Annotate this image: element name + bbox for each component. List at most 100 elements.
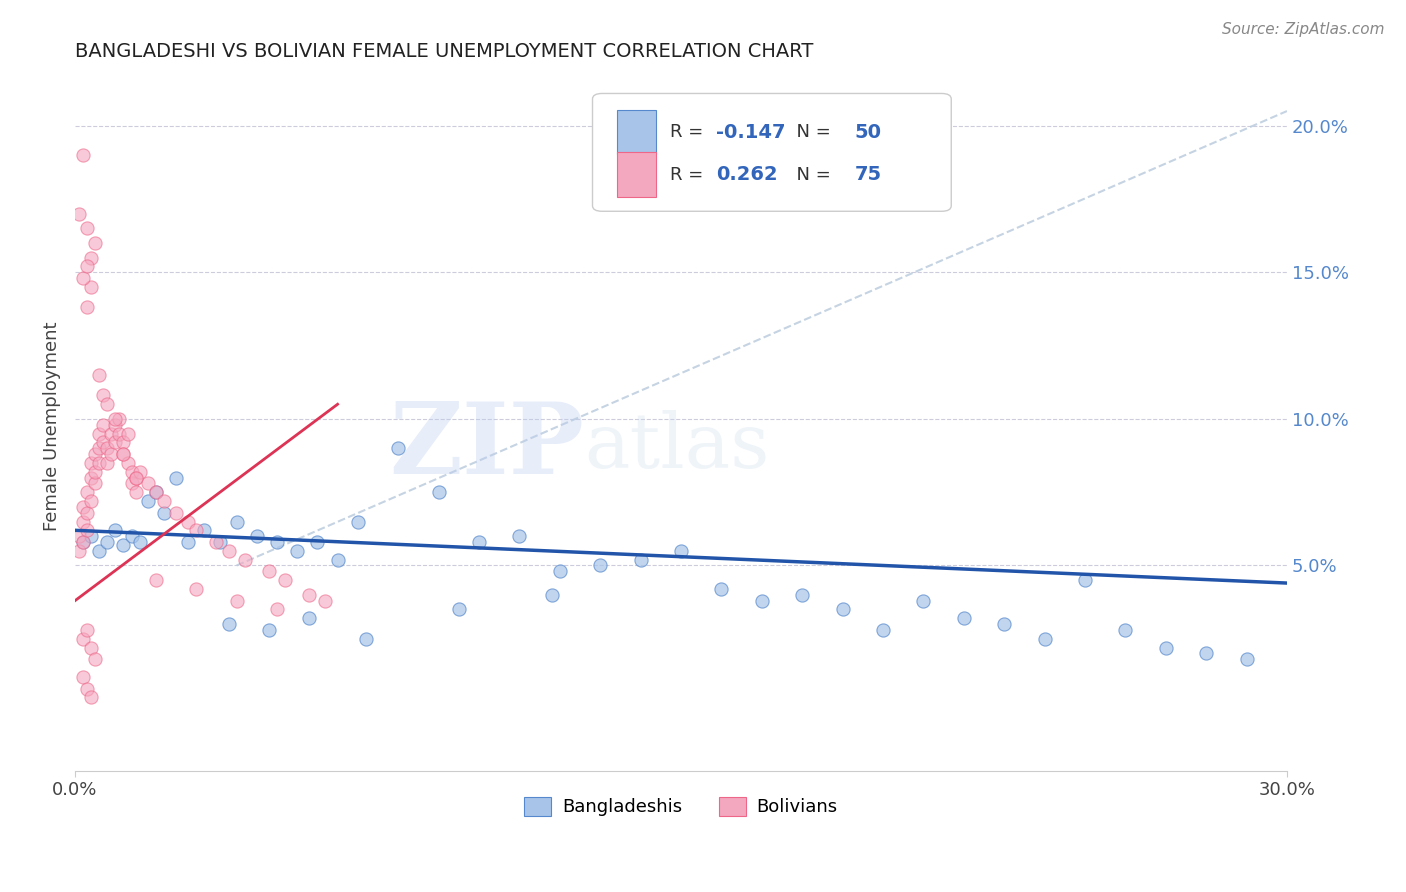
Point	[912, 593, 935, 607]
Point	[872, 623, 894, 637]
Text: R =: R =	[671, 123, 709, 141]
Point	[84, 652, 107, 666]
Point	[91, 388, 114, 402]
Text: Source: ZipAtlas.com: Source: ZipAtlas.com	[1222, 22, 1385, 37]
Point	[225, 515, 247, 529]
Point	[124, 470, 146, 484]
Point	[89, 456, 111, 470]
Point	[72, 148, 94, 162]
Point	[84, 447, 107, 461]
Point	[80, 529, 103, 543]
Point	[136, 476, 159, 491]
Point	[427, 485, 450, 500]
Point	[96, 397, 118, 411]
Point	[76, 681, 98, 696]
Point	[104, 435, 127, 450]
Point	[121, 476, 143, 491]
Point	[76, 524, 98, 538]
Point	[257, 623, 280, 637]
Point	[76, 506, 98, 520]
Point	[307, 535, 329, 549]
Point	[72, 535, 94, 549]
Point	[751, 593, 773, 607]
Point	[128, 535, 150, 549]
Text: N =: N =	[785, 123, 837, 141]
FancyBboxPatch shape	[617, 153, 655, 197]
Point	[76, 623, 98, 637]
Point	[218, 544, 240, 558]
Point	[669, 544, 692, 558]
Point	[193, 524, 215, 538]
Point	[72, 271, 94, 285]
Point	[1114, 623, 1136, 637]
Legend: Bangladeshis, Bolivians: Bangladeshis, Bolivians	[517, 790, 845, 823]
Point	[136, 494, 159, 508]
Text: N =: N =	[785, 166, 837, 184]
Point	[76, 485, 98, 500]
Point	[266, 602, 288, 616]
Point	[89, 441, 111, 455]
Point	[76, 301, 98, 315]
Text: BANGLADESHI VS BOLIVIAN FEMALE UNEMPLOYMENT CORRELATION CHART: BANGLADESHI VS BOLIVIAN FEMALE UNEMPLOYM…	[75, 42, 814, 61]
FancyBboxPatch shape	[592, 94, 952, 211]
Point	[96, 456, 118, 470]
Point	[72, 632, 94, 646]
Point	[89, 368, 111, 382]
Point	[326, 552, 349, 566]
Point	[91, 417, 114, 432]
Point	[84, 465, 107, 479]
Point	[117, 456, 139, 470]
Point	[72, 515, 94, 529]
Point	[76, 260, 98, 274]
Point	[165, 470, 187, 484]
Point	[354, 632, 377, 646]
Point	[80, 640, 103, 655]
Point	[96, 535, 118, 549]
Point	[225, 593, 247, 607]
Point	[67, 529, 90, 543]
Point	[108, 412, 131, 426]
Point	[285, 544, 308, 558]
Point	[233, 552, 256, 566]
Point	[112, 435, 135, 450]
Point	[80, 251, 103, 265]
Point	[96, 441, 118, 455]
Point	[177, 535, 200, 549]
Point	[153, 506, 176, 520]
Point	[165, 506, 187, 520]
Point	[630, 552, 652, 566]
Point	[72, 670, 94, 684]
Point	[84, 235, 107, 250]
Point	[508, 529, 530, 543]
Point	[266, 535, 288, 549]
Point	[548, 565, 571, 579]
Point	[831, 602, 853, 616]
FancyBboxPatch shape	[617, 110, 655, 154]
Point	[346, 515, 368, 529]
Point	[104, 524, 127, 538]
Point	[257, 565, 280, 579]
Point	[104, 417, 127, 432]
Point	[153, 494, 176, 508]
Text: 0.262: 0.262	[716, 165, 778, 185]
Point	[112, 538, 135, 552]
Point	[145, 485, 167, 500]
Point	[314, 593, 336, 607]
Point	[177, 515, 200, 529]
Point	[91, 435, 114, 450]
Point	[298, 611, 321, 625]
Point	[72, 500, 94, 514]
Point	[67, 207, 90, 221]
Point	[298, 588, 321, 602]
Point	[80, 690, 103, 705]
Text: 50: 50	[855, 122, 882, 142]
Point	[1154, 640, 1177, 655]
Text: atlas: atlas	[583, 410, 769, 483]
Point	[205, 535, 228, 549]
Point	[186, 524, 208, 538]
Point	[117, 426, 139, 441]
Point	[710, 582, 733, 596]
Point	[387, 441, 409, 455]
Point	[89, 544, 111, 558]
Point	[128, 465, 150, 479]
